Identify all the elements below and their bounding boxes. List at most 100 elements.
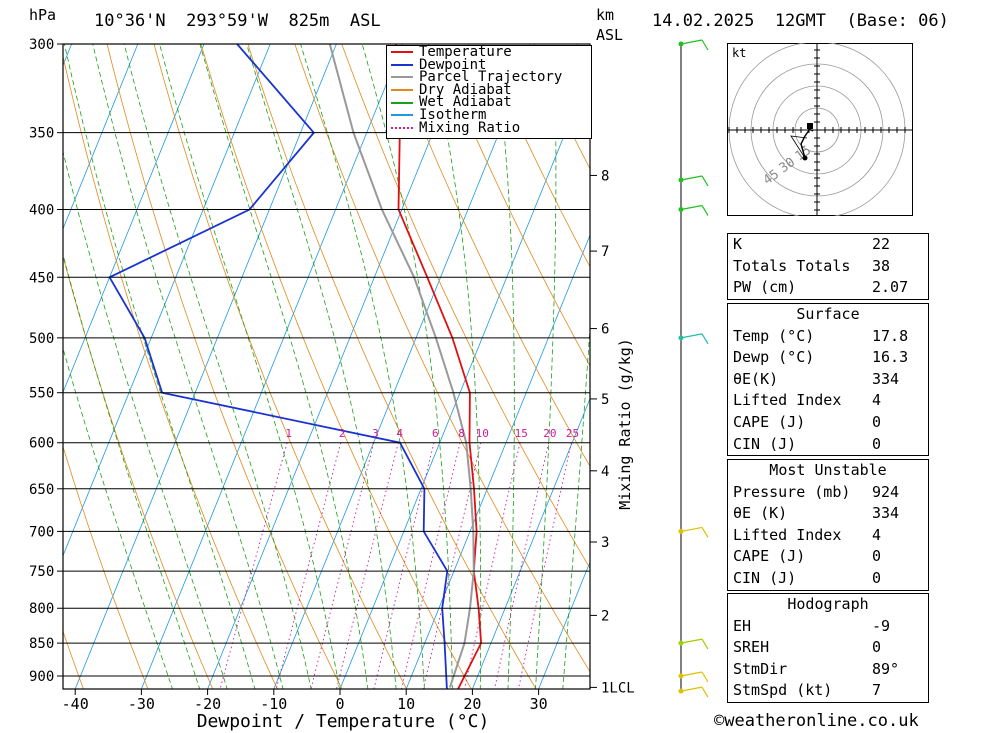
- chart-legend: Temperature Dewpoint Parcel Trajectory Dry …: [386, 45, 592, 139]
- surface-temp-label: Temp (°C): [733, 326, 815, 345]
- mixing-ratio-axis-title: Mixing Ratio (g/kg): [616, 338, 634, 510]
- mu-pressure-label: Pressure (mb): [733, 482, 851, 501]
- wet-adiabat-line: [535, 44, 557, 689]
- hpa-unit-label: hPa: [29, 6, 57, 24]
- mixing-ratio-label: 1: [285, 427, 292, 440]
- mixing-ratio-label: 10: [476, 427, 489, 440]
- legend-entry: Dewpoint: [387, 56, 591, 73]
- pw-value: 2.07: [872, 278, 909, 297]
- wind-barb-shaft: [680, 526, 703, 533]
- surface-theta-label: θE(K): [733, 369, 779, 388]
- wind-barb-flag: [701, 333, 709, 345]
- dry-adiabat-line: [247, 44, 537, 689]
- mixing-ratio-line: [336, 442, 399, 689]
- eh-label: EH: [733, 616, 752, 635]
- dry-adiabat-line: [63, 54, 278, 689]
- pressure-tick-label: 450: [29, 270, 54, 286]
- surface-li-value: 4: [872, 391, 882, 410]
- pressure-tick-label: 500: [29, 331, 54, 347]
- legend-label: Wet Adiabat: [419, 94, 512, 111]
- copyright-footer: ©weatheronline.co.uk: [714, 711, 919, 731]
- mu-cin-label: CIN (J): [733, 568, 797, 587]
- dry-adiabat-line: [63, 445, 149, 689]
- mu-cape-value: 0: [872, 547, 882, 566]
- pressure-tick-label: 350: [29, 126, 54, 142]
- legend-label: Dewpoint: [419, 56, 487, 73]
- mixing-ratio-label: 15: [515, 427, 528, 440]
- dry-adiabat-line: [153, 44, 408, 689]
- x-axis-title: Dewpoint / Temperature (°C): [197, 711, 490, 732]
- hodograph-ring-label: 45: [761, 167, 782, 188]
- dewpoint-profile: [108, 44, 449, 689]
- location-title: 10°36'N 293°59'W 825m ASL: [94, 11, 381, 31]
- wind-barb-flag: [701, 671, 709, 683]
- pressure-tick-label: 550: [29, 386, 54, 402]
- dry-adiabat-line: [63, 255, 214, 689]
- mixing-ratio-line: [400, 442, 461, 689]
- wet-adiabat-line: [123, 44, 312, 689]
- pressure-tick-label: 700: [29, 524, 54, 540]
- wet-adiabat-line: [246, 44, 397, 689]
- wet-adiabat-line: [361, 44, 453, 689]
- pressure-tick-label: 300: [29, 37, 54, 53]
- mixing-ratio-label: 2: [339, 427, 346, 440]
- stmspd-value: 7: [872, 681, 882, 700]
- isotherm-line: [74, 44, 337, 689]
- wet-adiabat-line: [159, 44, 340, 689]
- surface-table: Surface Temp (°C) 17.8 Dewp (°C) 16.3 θE(K…: [727, 303, 929, 457]
- altitude-tick-label: 2: [601, 608, 609, 624]
- wind-barb-shaft: [680, 333, 703, 339]
- asl-unit-label: ASL: [596, 26, 624, 44]
- isotherm-line: [339, 70, 590, 689]
- pressure-tick-label: 850: [29, 636, 54, 652]
- wet-adiabat-line: [199, 44, 369, 689]
- isotherm-line: [0, 44, 5, 689]
- mixing-ratio-label: 4: [396, 427, 403, 440]
- wind-barb-shaft: [680, 39, 703, 45]
- mixing-ratio-label: 25: [566, 427, 579, 440]
- dry-adiabat-line: [341, 44, 590, 570]
- pw-label: PW (cm): [733, 278, 797, 297]
- legend-entry: Mixing Ratio: [387, 119, 591, 136]
- temperature-tick-label: -30: [128, 695, 155, 713]
- mu-theta-label: θE (K): [733, 504, 788, 523]
- surface-cape-label: CAPE (J): [733, 412, 806, 431]
- isotherm-line: [538, 561, 590, 689]
- temperature-tick-label: 0: [335, 695, 344, 713]
- surface-cape-value: 0: [872, 412, 882, 431]
- sreh-value: 0: [872, 638, 882, 657]
- altitude-tick-label: 1LCL: [601, 680, 635, 696]
- wind-barb-flag: [701, 175, 709, 187]
- hodograph-units-label: kt: [732, 46, 746, 60]
- temperature-tick-label: -20: [194, 695, 221, 713]
- isotherm-line: [141, 44, 403, 689]
- mu-li-label: Lifted Index: [733, 525, 842, 544]
- mixing-ratio-label: 6: [432, 427, 439, 440]
- surface-dewp-label: Dewp (°C): [733, 348, 815, 367]
- wind-barb-shaft: [680, 671, 703, 677]
- dry-adiabat-line: [0, 44, 21, 695]
- wet-adiabat-line: [64, 44, 256, 689]
- legend-entry: Dry Adiabat: [387, 83, 591, 97]
- legend-swatch: [391, 114, 413, 117]
- basic-indices-table: K 22 Totals Totals 38 PW (cm) 2.07: [727, 233, 929, 300]
- wet-adiabat-line: [562, 321, 590, 689]
- hodograph-start-marker: [807, 123, 813, 129]
- mu-cape-label: CAPE (J): [733, 547, 806, 566]
- wind-barb-flag: [701, 39, 709, 51]
- wind-barb-shaft: [680, 638, 703, 644]
- wet-adiabat-line: [63, 252, 201, 689]
- legend-label: Mixing Ratio: [419, 119, 521, 136]
- temperature-tick-label: -10: [260, 695, 287, 713]
- wind-barb-flag: [701, 638, 709, 650]
- dry-adiabat-line: [952, 44, 1000, 695]
- legend-label: Temperature: [419, 44, 512, 60]
- mixing-ratio-line: [275, 442, 342, 689]
- mixing-ratio-label: 20: [543, 427, 556, 440]
- isotherm-line: [63, 44, 271, 557]
- legend-entry: Temperature: [387, 44, 591, 60]
- surface-cin-value: 0: [872, 434, 882, 453]
- datetime-title: 14.02.2025 12GMT (Base: 06): [652, 11, 949, 31]
- hodograph-ring-label: 30: [777, 155, 798, 176]
